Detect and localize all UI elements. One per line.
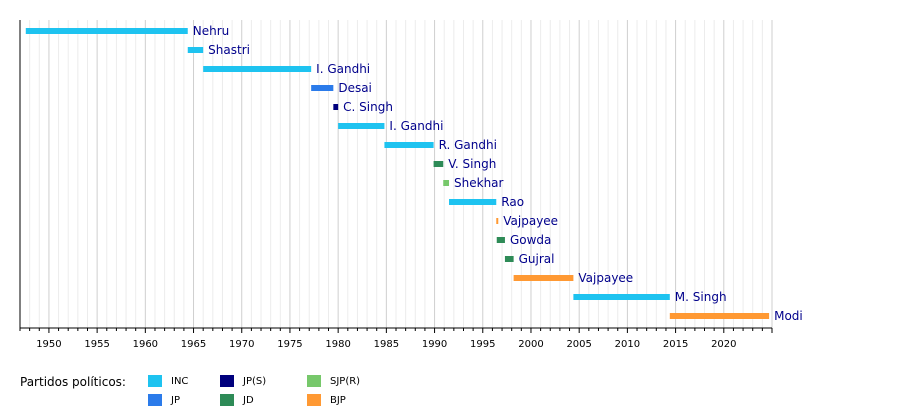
x-tick-label: 1975 <box>277 339 302 350</box>
x-tick-label: 1950 <box>36 339 61 350</box>
legend-item-jps: JP(S) <box>220 374 266 388</box>
x-tick-label: 1960 <box>133 339 158 350</box>
timeline-bar <box>311 85 334 91</box>
legend-title: Partidos políticos: <box>20 375 126 389</box>
timeline-bar-label: Nehru <box>193 24 230 38</box>
timeline-bar-label: V. Singh <box>448 157 496 171</box>
x-tick-label: 2005 <box>566 339 591 350</box>
timeline-bar-label: I. Gandhi <box>389 119 443 133</box>
legend-swatch-jd <box>220 394 234 406</box>
legend-swatch-bjp <box>307 394 321 406</box>
legend-item-sjpr: SJP(R) <box>307 374 360 388</box>
timeline-bar-label: Desai <box>338 81 372 95</box>
legend-item-bjp: BJP <box>307 393 346 407</box>
legend-label-jp: JP <box>171 394 180 406</box>
timeline-bar <box>504 256 514 262</box>
timeline-bar <box>496 218 499 224</box>
timeline-bar-label: Vajpayee <box>503 214 558 228</box>
legend-label-bjp: BJP <box>330 394 346 406</box>
legend-label-jps: JP(S) <box>243 375 267 387</box>
legend: Partidos políticos: INC JP JP(S) JD SJP(… <box>20 374 440 408</box>
legend-label-inc: INC <box>171 375 189 387</box>
x-tick-label: 1965 <box>181 339 206 350</box>
x-tick-label: 1970 <box>229 339 254 350</box>
timeline-bar-label: I. Gandhi <box>316 62 370 76</box>
legend-swatch-sjpr <box>307 375 321 387</box>
legend-label-jd: JD <box>243 394 254 406</box>
timeline-bar-label: R. Gandhi <box>439 138 497 152</box>
timeline-bar <box>513 275 574 281</box>
x-tick-label: 2020 <box>711 339 736 350</box>
timeline-bar-label: Vajpayee <box>578 271 633 285</box>
timeline-bar-label: Rao <box>501 195 524 209</box>
timeline-bar <box>669 313 770 319</box>
timeline-bar <box>338 123 385 129</box>
timeline-bar <box>443 180 450 186</box>
legend-label-sjpr: SJP(R) <box>330 375 361 387</box>
timeline-bar <box>433 161 444 167</box>
timeline-bar <box>203 66 312 72</box>
timeline-bar <box>333 104 339 110</box>
legend-swatch-jp <box>148 394 162 406</box>
timeline-bar-label: Modi <box>774 309 803 323</box>
x-tick-label: 1955 <box>84 339 109 350</box>
timeline-bar <box>573 294 670 300</box>
x-tick-label: 2015 <box>663 339 688 350</box>
legend-swatch-inc <box>148 375 162 387</box>
timeline-bar-label: C. Singh <box>343 100 393 114</box>
x-tick-label: 1980 <box>325 339 350 350</box>
x-tick-label: 1985 <box>374 339 399 350</box>
legend-item-jp: JP <box>148 393 180 407</box>
timeline-bar <box>496 237 505 243</box>
timeline-chart: 1950 1955 1960 1965 1970 1975 1980 1985 1990 1995… <box>19 20 803 350</box>
legend-swatch-jps <box>220 375 234 387</box>
legend-item-jd: JD <box>220 393 254 407</box>
timeline-bar-label: Shekhar <box>454 176 504 190</box>
timeline-bar-label: M. Singh <box>675 290 727 304</box>
legend-item-inc: INC <box>148 374 188 388</box>
timeline-bar <box>187 47 204 53</box>
x-tick-label: 1995 <box>470 339 495 350</box>
timeline-bar <box>25 28 188 34</box>
timeline-bar-label: Gowda <box>510 233 551 247</box>
x-tick-label: 2000 <box>518 339 543 350</box>
x-tick-label: 1990 <box>422 339 447 350</box>
timeline-bar-label: Gujral <box>519 252 555 266</box>
timeline-bar <box>449 199 497 205</box>
x-tick-label: 2010 <box>615 339 640 350</box>
timeline-bar-label: Shastri <box>208 43 250 57</box>
timeline-bar <box>384 142 434 148</box>
